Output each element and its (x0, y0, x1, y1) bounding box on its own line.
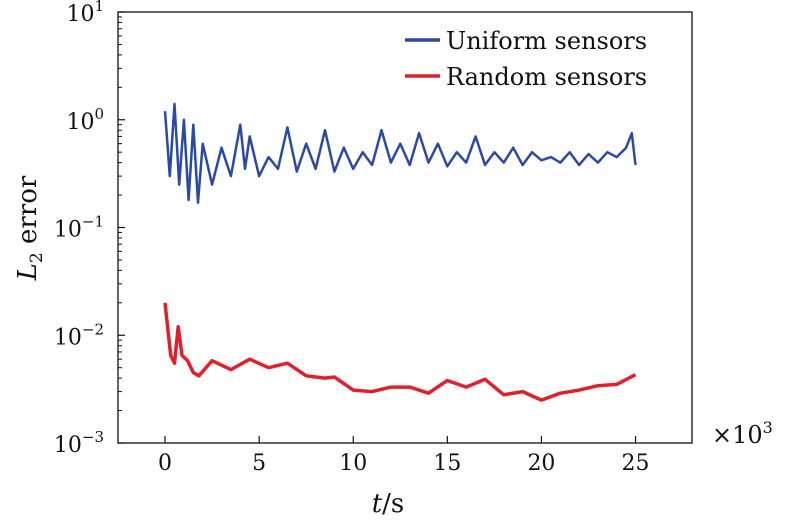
y-tick-label: 10−1 (54, 213, 104, 243)
series-line-random (163, 302, 637, 402)
y-tick-label: 10−2 (54, 320, 104, 350)
x-tick-label: 15 (433, 451, 461, 476)
x-tick-label: 5 (252, 451, 266, 476)
x-tick-label: 0 (158, 451, 172, 476)
x-tick-label: 20 (527, 451, 555, 476)
legend-label-uniform: Uniform sensors (446, 27, 647, 55)
y-tick-label: 100 (66, 105, 104, 135)
legend-label-random: Random sensors (446, 63, 647, 91)
y-tick-label: 101 (66, 0, 104, 27)
x-multiplier: ×103 (712, 418, 773, 449)
series-line-uniform (163, 102, 637, 204)
x-axis-label: t/s (372, 489, 405, 519)
x-tick-label: 10 (339, 451, 367, 476)
legend: Uniform sensors Random sensors (405, 27, 647, 91)
y-tick-label: 10−3 (54, 428, 104, 458)
x-tick-label: 25 (622, 451, 650, 476)
y-axis-label: L2 error (13, 175, 47, 281)
